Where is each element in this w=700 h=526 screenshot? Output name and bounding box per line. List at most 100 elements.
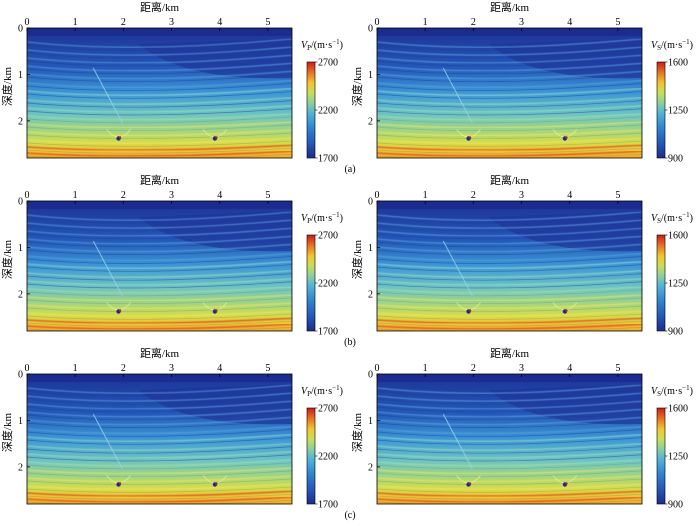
colorbar-label: VS/(m·s−1) <box>651 38 693 52</box>
x-tick-label: 0 <box>25 17 30 28</box>
x-tick-label: 1 <box>73 363 78 374</box>
x-axis-label: 距离/km <box>490 173 530 187</box>
x-tick-label: 1 <box>423 17 428 28</box>
y-tick-label: 0 <box>18 24 23 35</box>
colorbar-tick-label: 900 <box>668 500 683 511</box>
colorbar-tick-label: 2200 <box>318 106 338 117</box>
y-tick-label: 0 <box>18 370 23 381</box>
y-tick-label: 1 <box>368 416 373 427</box>
y-tick-label: 2 <box>18 116 23 127</box>
x-tick-label: 3 <box>169 190 174 201</box>
x-tick-label: 0 <box>375 17 380 28</box>
x-tick-label: 5 <box>265 363 270 374</box>
x-axis-label: 距离/km <box>140 173 180 187</box>
colorbar-tick-label: 1700 <box>318 500 338 511</box>
x-tick-label: 1 <box>423 363 428 374</box>
velocity-image <box>27 28 292 158</box>
colorbar-label: VS/(m·s−1) <box>651 384 693 398</box>
x-tick-label: 5 <box>265 190 270 201</box>
plot-frame <box>376 27 643 159</box>
colorbar-tick-label: 1600 <box>668 404 688 415</box>
x-tick-label: 3 <box>519 17 524 28</box>
x-tick-label: 2 <box>471 363 476 374</box>
velocity-image <box>377 374 642 504</box>
colorbar <box>656 407 666 505</box>
colorbar-tick-label: 1600 <box>668 231 688 242</box>
velocity-image <box>377 28 642 158</box>
plot-frame <box>26 27 293 159</box>
y-tick-label: 0 <box>18 197 23 208</box>
y-axis-label: 深度/km <box>0 67 14 107</box>
colorbar-tick-label: 2700 <box>318 231 338 242</box>
x-tick-label: 4 <box>567 363 572 374</box>
x-tick-label: 4 <box>567 17 572 28</box>
y-tick-label: 2 <box>368 462 373 473</box>
colorbar-tick-label: 2200 <box>318 279 338 290</box>
plot-frame <box>376 373 643 505</box>
y-tick-label: 1 <box>368 243 373 254</box>
colorbar-tick-label: 2700 <box>318 404 338 415</box>
colorbar <box>656 234 666 332</box>
colorbar-tick-label: 900 <box>668 154 683 165</box>
colorbar-label: VP/(m·s−1) <box>301 384 343 398</box>
y-axis-label: 深度/km <box>350 413 364 453</box>
x-tick-label: 4 <box>217 363 222 374</box>
plot-frame <box>26 373 293 505</box>
x-tick-label: 2 <box>471 17 476 28</box>
x-tick-label: 0 <box>375 363 380 374</box>
x-tick-label: 5 <box>265 17 270 28</box>
colorbar-tick-label: 900 <box>668 327 683 338</box>
y-tick-label: 1 <box>368 70 373 81</box>
x-tick-label: 0 <box>25 363 30 374</box>
x-tick-label: 1 <box>73 17 78 28</box>
x-tick-label: 2 <box>121 190 126 201</box>
y-axis-label: 深度/km <box>0 413 14 453</box>
velocity-image <box>27 201 292 331</box>
y-tick-label: 0 <box>368 197 373 208</box>
x-tick-label: 2 <box>121 17 126 28</box>
colorbar-tick-label: 1250 <box>668 279 688 290</box>
x-tick-label: 4 <box>217 190 222 201</box>
row-caption: (c) <box>344 510 355 521</box>
x-axis-label: 距离/km <box>490 346 530 360</box>
colorbar-tick-label: 1250 <box>668 452 688 463</box>
colorbar-tick-label: 1700 <box>318 154 338 165</box>
x-tick-label: 3 <box>169 17 174 28</box>
row-caption: (b) <box>344 337 356 348</box>
x-axis-label: 距离/km <box>490 0 530 14</box>
colorbar <box>656 61 666 159</box>
y-tick-label: 2 <box>368 289 373 300</box>
x-tick-label: 4 <box>217 17 222 28</box>
colorbar-tick-label: 1250 <box>668 106 688 117</box>
y-tick-label: 1 <box>18 70 23 81</box>
plot-frame <box>376 200 643 332</box>
x-tick-label: 3 <box>169 363 174 374</box>
x-tick-label: 3 <box>519 363 524 374</box>
panel-r1-c0: 0 1 2 3 4 5 距离/km 0 1 2 深度/km 2700 2200 1700 VP/(m·s−1… <box>0 173 343 338</box>
x-axis-label: 距离/km <box>140 0 180 14</box>
y-axis-label: 深度/km <box>0 240 14 280</box>
y-tick-label: 2 <box>18 462 23 473</box>
x-tick-label: 5 <box>615 17 620 28</box>
x-tick-label: 0 <box>25 190 30 201</box>
panel-r2-c0: 0 1 2 3 4 5 距离/km 0 1 2 深度/km 2700 2200 1700 VP/(m·s−1… <box>0 346 343 511</box>
x-tick-label: 5 <box>615 363 620 374</box>
panel-r2-c1: 0 1 2 3 4 5 距离/km 0 1 2 深度/km 1600 1250 900 VS/(m·s−1) <box>350 346 693 511</box>
panel-r0-c0: 0 1 2 3 4 5 距离/km 0 1 2 深度/km 2700 2200 1700 VP/(m·s−1… <box>0 0 343 165</box>
x-tick-label: 3 <box>519 190 524 201</box>
x-tick-label: 2 <box>471 190 476 201</box>
y-axis-label: 深度/km <box>350 240 364 280</box>
y-axis-label: 深度/km <box>350 67 364 107</box>
colorbar-label: VP/(m·s−1) <box>301 38 343 52</box>
x-tick-label: 0 <box>375 190 380 201</box>
y-tick-label: 0 <box>368 370 373 381</box>
x-tick-label: 5 <box>615 190 620 201</box>
colorbar <box>306 407 316 505</box>
panel-r0-c1: 0 1 2 3 4 5 距离/km 0 1 2 深度/km 1600 1250 900 VS/(m·s−1) <box>350 0 693 165</box>
colorbar-tick-label: 2200 <box>318 452 338 463</box>
plot-frame <box>26 200 293 332</box>
colorbar-label: VS/(m·s−1) <box>651 211 693 225</box>
y-tick-label: 1 <box>18 243 23 254</box>
colorbar-tick-label: 2700 <box>318 58 338 69</box>
velocity-image <box>27 374 292 504</box>
